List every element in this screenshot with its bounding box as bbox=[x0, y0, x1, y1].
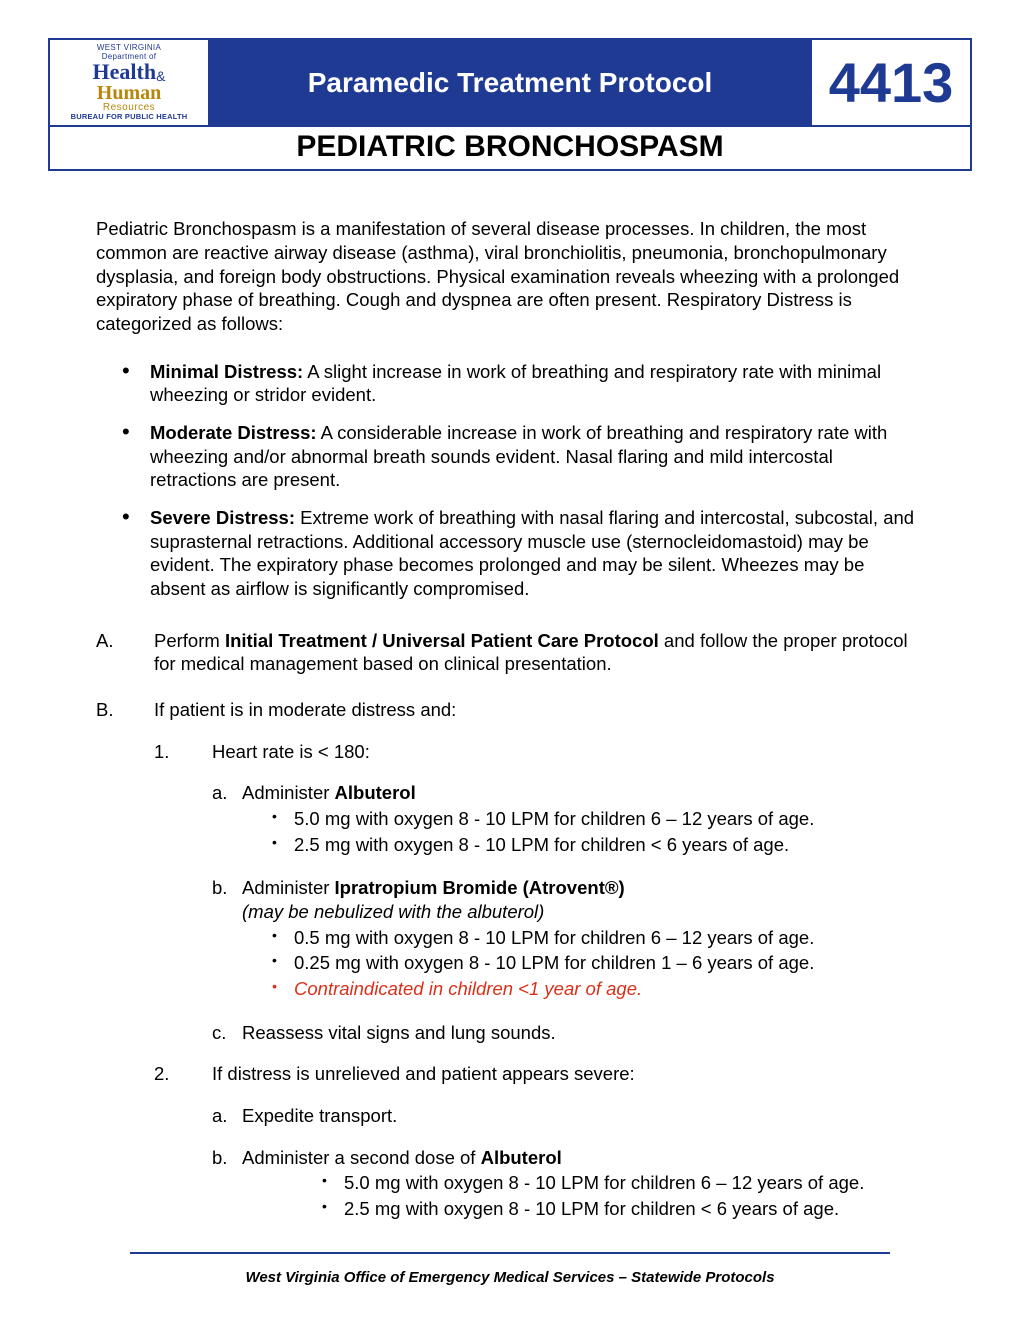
document-header: WEST VIRGINIA Department of Health& Huma… bbox=[48, 38, 972, 171]
step-b-2: 2. If distress is unrelieved and patient… bbox=[154, 1062, 924, 1222]
step-b-text: If patient is in moderate distress and: bbox=[154, 699, 456, 720]
step-b-letter: B. bbox=[96, 698, 154, 1223]
distress-category-list: Minimal Distress: A slight increase in w… bbox=[96, 360, 924, 601]
agency-logo: WEST VIRGINIA Department of Health& Huma… bbox=[49, 39, 209, 126]
step-b-1-c: c. Reassess vital signs and lung sounds. bbox=[212, 1021, 924, 1045]
step-b-2-b: b. Administer a second dose of Albuterol… bbox=[212, 1146, 924, 1223]
ipratropium-dose-1-6: 0.25 mg with oxygen 8 - 10 LPM for child… bbox=[272, 951, 924, 975]
step-b-2-a: a. Expedite transport. bbox=[212, 1104, 924, 1128]
intro-paragraph: Pediatric Bronchospasm is a manifestatio… bbox=[96, 217, 924, 335]
step-b-body: If patient is in moderate distress and: … bbox=[154, 698, 924, 1223]
step-b: B. If patient is in moderate distress an… bbox=[96, 698, 924, 1223]
step-b-1-text: Heart rate is < 180: bbox=[212, 741, 370, 762]
footer-rule bbox=[130, 1252, 890, 1254]
ipratropium-dose-6-12: 0.5 mg with oxygen 8 - 10 LPM for childr… bbox=[272, 926, 924, 950]
expedite-transport: Expedite transport. bbox=[242, 1104, 924, 1128]
albuterol-dose-under-6: 2.5 mg with oxygen 8 - 10 LPM for childr… bbox=[272, 833, 924, 857]
protocol-title: Paramedic Treatment Protocol bbox=[209, 39, 811, 126]
ipratropium-note: (may be nebulized with the albuterol) bbox=[242, 901, 544, 922]
document-body: Pediatric Bronchospasm is a manifestatio… bbox=[48, 171, 972, 1223]
albuterol2-dose-6-12: 5.0 mg with oxygen 8 - 10 LPM for childr… bbox=[322, 1171, 924, 1195]
albuterol-second-doses: 5.0 mg with oxygen 8 - 10 LPM for childr… bbox=[242, 1171, 924, 1220]
ipratropium-doses: 0.5 mg with oxygen 8 - 10 LPM for childr… bbox=[242, 926, 924, 1001]
reassess-text: Reassess vital signs and lung sounds. bbox=[242, 1021, 924, 1045]
distress-severe: Severe Distress: Extreme work of breathi… bbox=[122, 506, 924, 601]
protocol-number: 4413 bbox=[811, 39, 971, 126]
logo-health: Health bbox=[93, 59, 157, 84]
step-a: A. Perform Initial Treatment / Universal… bbox=[96, 629, 924, 676]
ipratropium-contraindication: Contraindicated in children <1 year of a… bbox=[272, 977, 924, 1001]
logo-human: Human bbox=[97, 82, 161, 104]
step-b-1-b: b. Administer Ipratropium Bromide (Atrov… bbox=[212, 876, 924, 1002]
protocol-subtitle: PEDIATRIC BRONCHOSPASM bbox=[49, 126, 971, 170]
albuterol-dose-6-12: 5.0 mg with oxygen 8 - 10 LPM for childr… bbox=[272, 807, 924, 831]
albuterol-doses: 5.0 mg with oxygen 8 - 10 LPM for childr… bbox=[242, 807, 924, 856]
step-b-1: 1. Heart rate is < 180: a. Administer Al… bbox=[154, 740, 924, 1045]
step-b-1-a: a. Administer Albuterol 5.0 mg with oxyg… bbox=[212, 781, 924, 858]
step-b-1-num: 1. bbox=[154, 740, 212, 1045]
step-b-2-text: If distress is unrelieved and patient ap… bbox=[212, 1063, 635, 1084]
distress-moderate: Moderate Distress: A considerable increa… bbox=[122, 421, 924, 492]
step-a-body: Perform Initial Treatment / Universal Pa… bbox=[154, 629, 924, 676]
step-a-letter: A. bbox=[96, 629, 154, 676]
step-b-2-num: 2. bbox=[154, 1062, 212, 1222]
footer-text: West Virginia Office of Emergency Medica… bbox=[0, 1269, 1020, 1286]
albuterol2-dose-under-6: 2.5 mg with oxygen 8 - 10 LPM for childr… bbox=[322, 1197, 924, 1221]
logo-bureau: BUREAU FOR PUBLIC HEALTH bbox=[54, 113, 204, 121]
distress-minimal: Minimal Distress: A slight increase in w… bbox=[122, 360, 924, 407]
